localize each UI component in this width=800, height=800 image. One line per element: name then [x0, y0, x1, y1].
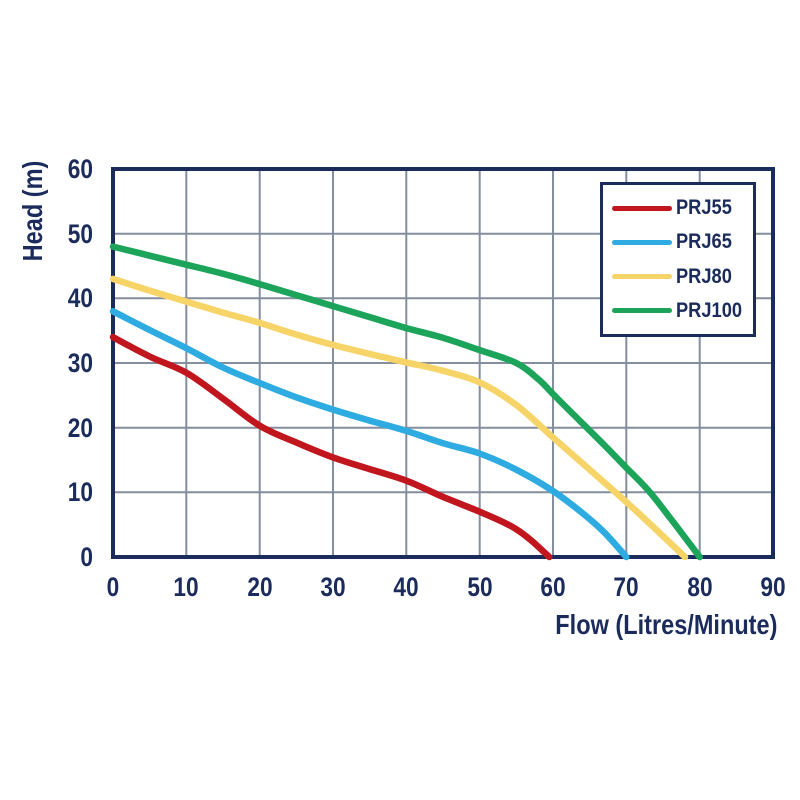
- y-tick-label: 30: [67, 348, 93, 378]
- curve-PRJ65: [109, 308, 630, 561]
- legend-item: PRJ100: [603, 298, 753, 322]
- x-tick-label: 10: [173, 572, 199, 602]
- curve-PRJ80: [109, 275, 689, 561]
- legend-label: PRJ65: [676, 230, 732, 254]
- x-tick-label: 80: [687, 572, 713, 602]
- x-tick-label: 40: [393, 572, 419, 602]
- legend-line-swatch: [612, 274, 672, 280]
- y-tick-label: 60: [67, 154, 93, 184]
- y-tick-label: 20: [67, 412, 93, 443]
- legend-line-swatch: [612, 239, 672, 245]
- x-tick-label: 30: [320, 572, 346, 602]
- legend-item: PRJ55: [603, 197, 753, 219]
- x-tick-label: 60: [540, 572, 566, 602]
- y-tick-label: 40: [67, 283, 93, 314]
- x-tick-label: 90: [760, 572, 786, 602]
- legend-item: PRJ65: [603, 231, 753, 253]
- curve-PRJ55: [109, 333, 553, 561]
- x-tick-label: 0: [106, 572, 120, 602]
- legend-label: PRJ55: [676, 196, 732, 220]
- plot-frame: [111, 167, 775, 559]
- y-tick-label: 0: [80, 542, 93, 572]
- legend-label: PRJ100: [676, 298, 743, 322]
- x-tick-label: 20: [247, 572, 273, 602]
- legend-line-swatch: [612, 205, 672, 211]
- x-tick-label: 50: [467, 572, 493, 602]
- x-tick-label: 70: [613, 572, 639, 602]
- y-tick-label: 50: [67, 218, 93, 249]
- legend-item: PRJ80: [603, 264, 753, 288]
- chart-legend: PRJ55 PRJ65 PRJ80 PRJ100: [600, 182, 756, 337]
- legend-line-swatch: [612, 308, 672, 314]
- legend-label: PRJ80: [676, 264, 732, 288]
- y-tick-label: 10: [67, 477, 93, 508]
- y-axis-title: Head (m): [17, 160, 48, 262]
- curve-PRJ100: [109, 243, 703, 561]
- x-axis-title: Flow (Litres/Minute): [554, 609, 777, 640]
